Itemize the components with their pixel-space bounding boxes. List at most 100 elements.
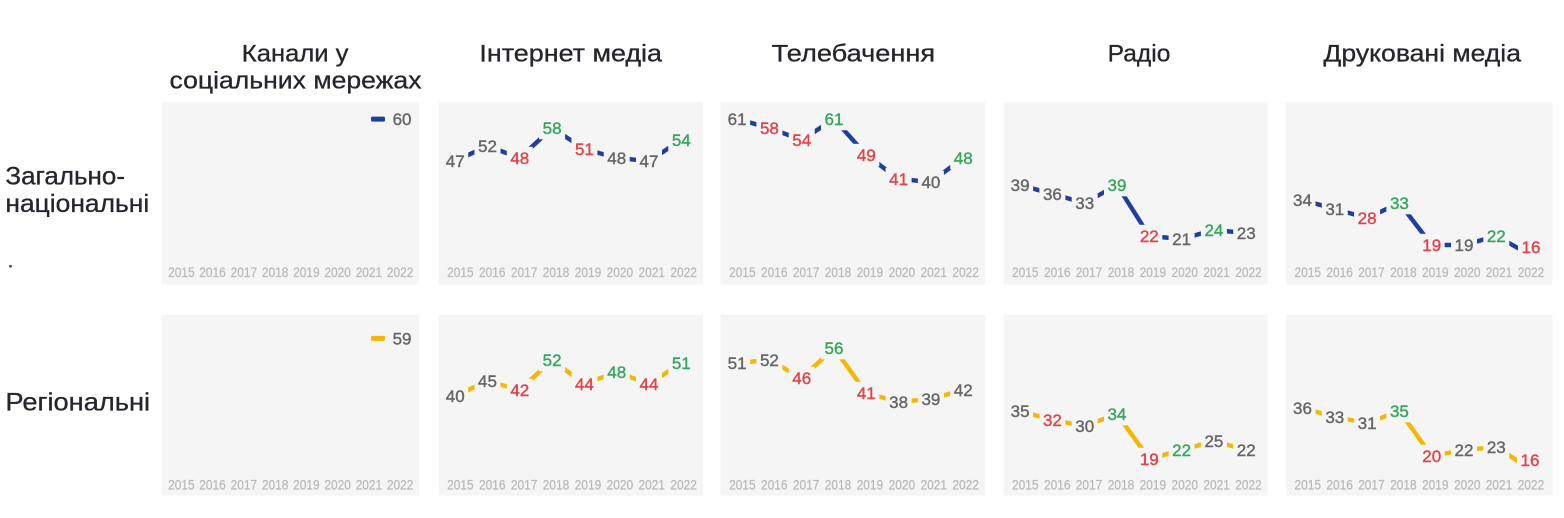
svg-text:2020: 2020 <box>1454 478 1481 493</box>
svg-text:Регіональні: Регіональні <box>5 389 150 417</box>
svg-text:2015: 2015 <box>447 265 474 280</box>
svg-text:2021: 2021 <box>921 265 948 280</box>
svg-text:2019: 2019 <box>575 265 602 280</box>
svg-text:Друковані медіа: Друковані медіа <box>1323 40 1521 67</box>
svg-text:2022: 2022 <box>1235 265 1262 280</box>
svg-text:39: 39 <box>1108 176 1127 195</box>
svg-text:56: 56 <box>825 339 844 358</box>
svg-text:2016: 2016 <box>199 478 226 493</box>
svg-text:2016: 2016 <box>1326 478 1353 493</box>
svg-text:40: 40 <box>921 173 940 192</box>
svg-text:2020: 2020 <box>1172 478 1199 493</box>
svg-text:2019: 2019 <box>293 265 320 280</box>
svg-text:2015: 2015 <box>1012 265 1039 280</box>
svg-text:39: 39 <box>1011 176 1030 195</box>
svg-text:2020: 2020 <box>607 265 634 280</box>
svg-text:33: 33 <box>1390 194 1409 213</box>
svg-text:44: 44 <box>640 375 659 394</box>
svg-text:59: 59 <box>393 330 412 349</box>
svg-text:2019: 2019 <box>857 478 884 493</box>
svg-text:51: 51 <box>728 354 747 373</box>
svg-text:2017: 2017 <box>793 265 820 280</box>
svg-text:61: 61 <box>825 110 844 129</box>
svg-text:32: 32 <box>1043 411 1062 430</box>
svg-text:2017: 2017 <box>231 265 258 280</box>
svg-text:46: 46 <box>792 369 811 388</box>
svg-text:2022: 2022 <box>387 265 414 280</box>
svg-text:2021: 2021 <box>1203 265 1230 280</box>
svg-text:2020: 2020 <box>1172 265 1199 280</box>
svg-text:44: 44 <box>575 375 594 394</box>
svg-text:20: 20 <box>1422 447 1441 466</box>
svg-text:2021: 2021 <box>639 265 666 280</box>
svg-text:2020: 2020 <box>324 478 351 493</box>
svg-text:Інтернет медіа: Інтернет медіа <box>479 40 662 67</box>
svg-text:35: 35 <box>1390 402 1409 421</box>
svg-text:2016: 2016 <box>479 265 506 280</box>
svg-text:2017: 2017 <box>1076 265 1103 280</box>
svg-text:34: 34 <box>1293 191 1312 210</box>
svg-text:національні: національні <box>5 190 149 218</box>
svg-text:21: 21 <box>1172 230 1191 249</box>
svg-text:41: 41 <box>889 170 908 189</box>
svg-text:2015: 2015 <box>729 478 756 493</box>
svg-text:42: 42 <box>510 381 529 400</box>
svg-text:2015: 2015 <box>1012 478 1039 493</box>
svg-text:2017: 2017 <box>1076 478 1103 493</box>
svg-text:2016: 2016 <box>761 265 788 280</box>
svg-text:2015: 2015 <box>168 478 195 493</box>
svg-text:28: 28 <box>1358 209 1377 228</box>
svg-text:47: 47 <box>446 152 465 171</box>
svg-text:23: 23 <box>1237 224 1256 243</box>
svg-text:2019: 2019 <box>1422 265 1449 280</box>
svg-text:40: 40 <box>446 387 465 406</box>
svg-text:2016: 2016 <box>479 478 506 493</box>
svg-text:24: 24 <box>1204 221 1223 240</box>
svg-text:22: 22 <box>1140 227 1159 246</box>
svg-text:2020: 2020 <box>607 478 634 493</box>
svg-text:48: 48 <box>607 149 626 168</box>
svg-text:2018: 2018 <box>543 265 570 280</box>
svg-text:49: 49 <box>857 146 876 165</box>
svg-text:Телебачення: Телебачення <box>772 40 935 67</box>
svg-text:2021: 2021 <box>1486 478 1513 493</box>
svg-text:31: 31 <box>1325 200 1344 219</box>
svg-text:35: 35 <box>1011 402 1030 421</box>
svg-text:2019: 2019 <box>1140 265 1167 280</box>
svg-text:2017: 2017 <box>511 478 538 493</box>
svg-text:2022: 2022 <box>1518 265 1545 280</box>
svg-text:2019: 2019 <box>1422 478 1449 493</box>
svg-text:2018: 2018 <box>262 265 289 280</box>
svg-text:2021: 2021 <box>921 478 948 493</box>
svg-text:42: 42 <box>954 381 973 400</box>
svg-text:54: 54 <box>792 131 811 150</box>
svg-text:2019: 2019 <box>1140 478 1167 493</box>
svg-text:22: 22 <box>1237 441 1256 460</box>
svg-text:61: 61 <box>728 110 747 129</box>
svg-text:2019: 2019 <box>575 478 602 493</box>
svg-text:2018: 2018 <box>262 478 289 493</box>
svg-text:52: 52 <box>478 137 497 156</box>
svg-text:2015: 2015 <box>168 265 195 280</box>
svg-text:2021: 2021 <box>356 478 383 493</box>
svg-text:2017: 2017 <box>1358 478 1385 493</box>
svg-text:22: 22 <box>1172 441 1191 460</box>
svg-text:34: 34 <box>1108 405 1127 424</box>
svg-text:2022: 2022 <box>1235 478 1262 493</box>
svg-text:2015: 2015 <box>729 265 756 280</box>
svg-text:52: 52 <box>760 351 779 370</box>
svg-text:Канали у: Канали у <box>242 40 349 67</box>
svg-text:2022: 2022 <box>952 478 979 493</box>
svg-text:48: 48 <box>607 363 626 382</box>
svg-text:16: 16 <box>1522 238 1541 257</box>
svg-text:2019: 2019 <box>857 265 884 280</box>
svg-text:22: 22 <box>1487 227 1506 246</box>
svg-text:19: 19 <box>1422 236 1441 255</box>
svg-text:Радіо: Радіо <box>1108 40 1171 67</box>
svg-text:36: 36 <box>1043 185 1062 204</box>
svg-text:2016: 2016 <box>1044 265 1071 280</box>
svg-text:41: 41 <box>857 384 876 403</box>
svg-text:2022: 2022 <box>952 265 979 280</box>
svg-text:39: 39 <box>921 390 940 409</box>
svg-text:52: 52 <box>543 351 562 370</box>
